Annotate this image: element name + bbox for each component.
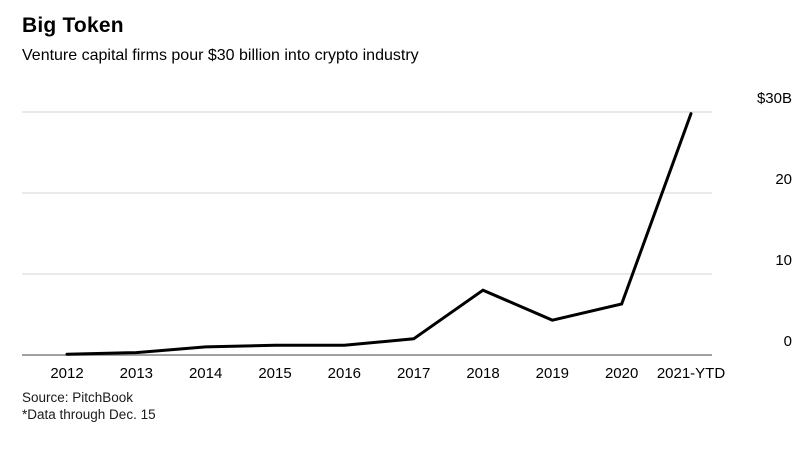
source-text: Source: PitchBook [22,390,134,405]
x-tick-label: 2013 [120,365,153,382]
x-tick-label: 2020 [605,365,638,382]
x-tick-label: 2014 [189,365,222,382]
x-tick-label: 2012 [50,365,83,382]
line-chart-canvas: 0 10 20 $30B 2012 2013 2014 2015 2016 2017 2018 201… [22,90,792,382]
footnote-text: *Data through Dec. 15 [22,407,156,422]
chart-subtitle: Venture capital firms pour $30 billion i… [22,47,419,64]
x-tick-label: 2018 [466,365,499,382]
y-tick-label: 10 [775,252,792,269]
x-tick-label: 2021-YTD [657,365,726,382]
x-tick-label: 2019 [536,365,569,382]
y-tick-label: 0 [784,333,792,350]
data-line-series [65,112,693,356]
x-tick-label: 2015 [258,365,291,382]
chart-footer: Source: PitchBook *Data through Dec. 15 [22,389,800,423]
x-tick-label: 2016 [328,365,361,382]
y-tick-label: 20 [775,171,792,188]
chart-title: Big Token [22,14,124,37]
y-tick-label: $30B [757,90,792,107]
x-tick-label: 2017 [397,365,430,382]
